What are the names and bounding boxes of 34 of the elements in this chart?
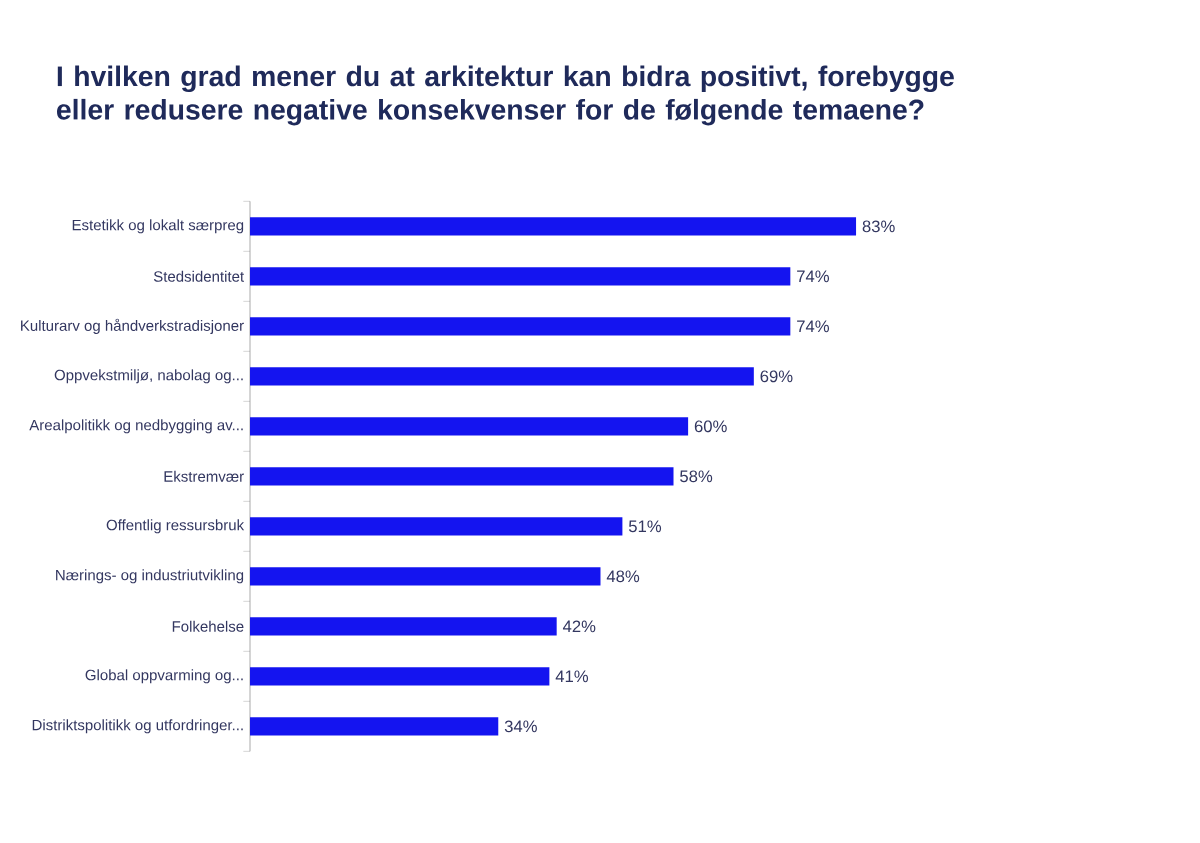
data-label: 83% [862, 220, 895, 233]
y-tick-label: Global oppvarming og... [85, 669, 243, 684]
bar [250, 367, 754, 386]
bar [250, 717, 499, 736]
data-label: 74% [797, 320, 830, 333]
bar [250, 267, 791, 286]
y-tick-label: Nærings- og industriutvikling [56, 569, 244, 584]
data-label: 58% [680, 470, 713, 483]
data-label: 48% [606, 570, 640, 583]
bar [250, 217, 857, 236]
data-label: 51% [628, 520, 662, 533]
bar [250, 317, 791, 336]
data-label: 41% [555, 670, 589, 683]
bar [250, 617, 557, 636]
y-tick-label: Stedsidentitet [153, 270, 244, 282]
y-tick-label: Offentlig ressursbruk [106, 519, 245, 534]
bar [250, 417, 689, 436]
bar [250, 517, 623, 536]
data-label: 74% [797, 270, 830, 283]
data-label: 60% [694, 420, 727, 433]
bar [250, 567, 601, 586]
y-tick-label: Distriktspolitikk og utfordringer... [32, 719, 243, 734]
bar [250, 667, 550, 686]
data-label: 42% [562, 620, 596, 633]
chart-title: I hvilken grad mener du at arkitektur kan bidra positivt, forebygge eller redusere negative konsekvenser for de følgende temaene? [57, 65, 954, 126]
y-tick-label: Estetikk og lokalt særpreg [72, 219, 244, 234]
y-tick-label: Kulturarv og håndverkstradisjoner [21, 318, 244, 334]
bar [250, 467, 674, 486]
y-tick-label: Arealpolitikk og nedbygging av... [29, 419, 243, 434]
data-label: 34% [504, 720, 537, 733]
y-tick-label: Folkehelse [172, 620, 244, 632]
data-label: 69% [760, 370, 793, 383]
y-tick-label: Oppvekstmiljø, nabolag og... [54, 369, 243, 384]
y-tick-label: Ekstremvær [164, 470, 244, 482]
